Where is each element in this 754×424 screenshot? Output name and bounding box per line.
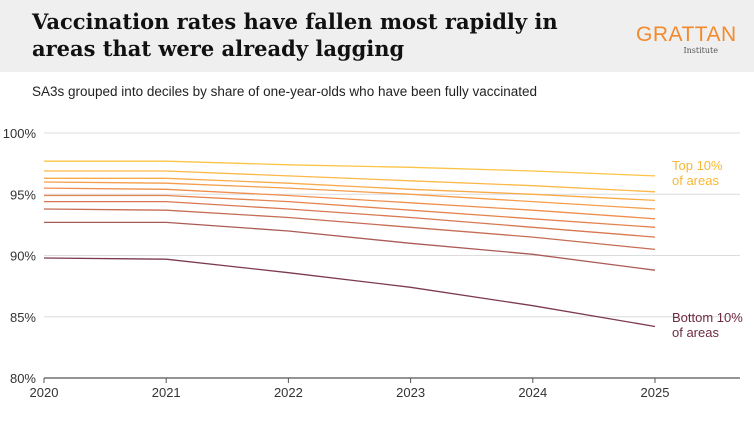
header: Vaccination rates have fallen most rapid…	[0, 0, 754, 72]
series-line-decile-2	[44, 221, 656, 271]
x-tick-label: 2022	[274, 385, 303, 400]
logo-main-text: GRATTAN	[636, 23, 737, 46]
series-line-decile-7	[43, 181, 656, 210]
chart-title: Vaccination rates have fallen most rapid…	[32, 9, 558, 61]
series-line-decile-4	[44, 200, 656, 238]
y-tick-label: 100%	[3, 126, 37, 141]
x-tick-label: 2024	[518, 385, 547, 400]
grattan-logo: GRATTAN Institute	[636, 23, 737, 56]
series-line-decile-5	[44, 194, 656, 228]
x-tick-label: 2021	[152, 385, 181, 400]
y-tick-label: 95%	[10, 187, 36, 202]
y-tick-label: 80%	[10, 371, 36, 386]
top-decile-label: of areas	[672, 173, 719, 188]
series-line-decile-9	[44, 170, 656, 193]
bottom-decile-label: Bottom 10%	[672, 310, 743, 325]
series-line-decile-3	[43, 208, 656, 251]
x-tick-label: 2020	[30, 385, 59, 400]
logo-sub-text: Institute	[683, 46, 718, 55]
top-decile-label: Top 10%	[672, 158, 723, 173]
series-line-decile-8	[44, 177, 656, 202]
x-tick-label: 2025	[641, 385, 670, 400]
x-tick-label: 2023	[396, 385, 425, 400]
series-line-decile-1	[43, 257, 656, 328]
chart-subtitle: SA3s grouped into deciles by share of on…	[32, 84, 538, 99]
series-line-decile-6	[43, 187, 656, 220]
series-line-decile-10	[44, 160, 656, 177]
y-tick-label: 90%	[10, 249, 36, 264]
y-tick-label: 85%	[10, 310, 36, 325]
bottom-decile-label: of areas	[672, 325, 719, 340]
